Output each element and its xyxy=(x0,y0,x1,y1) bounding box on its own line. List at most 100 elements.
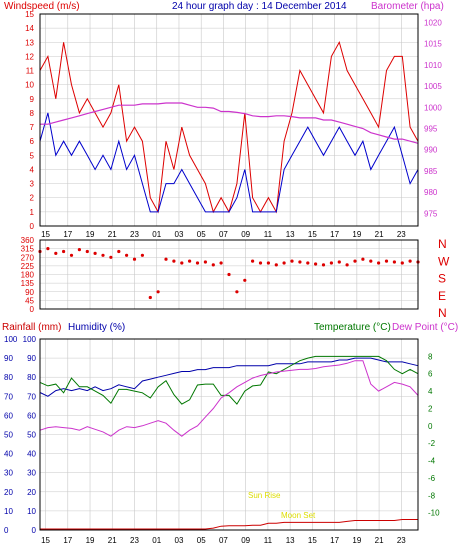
p2-point-16 xyxy=(164,257,168,261)
p3-ytick-left-b-50: 50 xyxy=(27,431,36,440)
p3-ytick-right-0: 0 xyxy=(428,422,433,431)
p2-point-22 xyxy=(211,263,215,267)
p1-ytick-right-975: 975 xyxy=(424,209,438,218)
rainfall-title: Rainfall (mm) xyxy=(2,322,61,333)
p2-point-4 xyxy=(69,253,74,257)
moon-set-label: Moon Set xyxy=(281,511,316,520)
p2-point-35 xyxy=(314,262,318,266)
p3-series-humidity xyxy=(39,357,419,397)
p2-point-2 xyxy=(54,251,58,255)
wind-barometer-panel: 0123456789101112131415975980985990995100… xyxy=(25,10,442,239)
p1-ytick-left-3: 3 xyxy=(30,180,35,189)
date-title: 24 hour graph day : 14 December 2014 xyxy=(172,1,347,12)
p2-point-45 xyxy=(392,260,396,264)
p1-xtick-11-10: 11 xyxy=(264,230,273,239)
p3-xtick-07-8: 07 xyxy=(219,536,228,545)
p1-ytick-left-2: 2 xyxy=(30,194,35,203)
p2-point-25 xyxy=(235,290,239,294)
p2-point-14 xyxy=(148,295,152,300)
p2-point-5 xyxy=(77,248,81,252)
p2-point-40 xyxy=(353,259,357,263)
p1-ytick-left-14: 14 xyxy=(25,24,34,33)
p1-ytick-left-12: 12 xyxy=(25,52,34,61)
p2-point-1 xyxy=(46,247,50,251)
p1-ytick-left-1: 1 xyxy=(30,208,35,217)
p3-ytick-left-a-20: 20 xyxy=(4,488,13,497)
p3-ytick-left-a-0: 0 xyxy=(4,526,9,535)
p2-point-39 xyxy=(345,263,349,267)
p1-ytick-left-13: 13 xyxy=(25,38,34,47)
p1-ytick-right-1005: 1005 xyxy=(424,82,442,91)
p2-compass-N-0: N xyxy=(438,237,447,251)
p3-ytick-left-b-60: 60 xyxy=(27,411,36,420)
p2-point-32 xyxy=(290,259,294,263)
p2-point-7 xyxy=(93,251,97,255)
p1-xtick-23-4: 23 xyxy=(130,230,139,239)
p3-ytick-left-b-30: 30 xyxy=(27,469,36,478)
p3-ytick-left-a-100: 100 xyxy=(4,335,18,344)
p1-ytick-right-995: 995 xyxy=(424,124,438,133)
p2-point-36 xyxy=(321,263,326,267)
dewpoint-title: Dew Point (°C) xyxy=(392,322,458,333)
p1-xtick-23-16: 23 xyxy=(397,230,406,239)
p3-ytick-left-a-60: 60 xyxy=(4,411,13,420)
p1-xtick-09-9: 09 xyxy=(241,230,250,239)
p3-xtick-13-11: 13 xyxy=(286,536,295,545)
p3-ytick-left-a-10: 10 xyxy=(4,507,13,516)
barometer-title: Barometer (hpa) xyxy=(371,1,444,12)
p2-point-9 xyxy=(109,255,113,259)
p2-ytick-90: 90 xyxy=(25,288,34,297)
temperature-title: Temperature (°C) xyxy=(314,322,391,333)
sun-rise-label: Sun Rise xyxy=(248,491,281,500)
p1-ytick-right-980: 980 xyxy=(424,188,438,197)
p2-ytick-135: 135 xyxy=(21,279,35,288)
p2-point-3 xyxy=(62,249,66,254)
p1-ytick-left-8: 8 xyxy=(30,109,35,118)
p1-xtick-17-13: 17 xyxy=(330,230,339,239)
p3-ytick-left-b-20: 20 xyxy=(27,488,36,497)
p2-ytick-360: 360 xyxy=(21,236,35,245)
p3-ytick-right-6: 6 xyxy=(428,370,433,379)
p2-point-43 xyxy=(377,261,381,265)
p3-xtick-21-3: 21 xyxy=(108,536,117,545)
p1-xtick-15-12: 15 xyxy=(308,230,317,239)
p1-ytick-right-1000: 1000 xyxy=(424,103,442,112)
p3-frame xyxy=(39,338,419,531)
p3-xtick-23-16: 23 xyxy=(397,536,406,545)
p2-point-15 xyxy=(156,290,160,294)
p2-point-37 xyxy=(329,261,333,265)
p2-point-30 xyxy=(274,263,278,267)
p2-frame xyxy=(39,239,419,310)
p1-series-windspeed-average xyxy=(39,112,419,213)
p3-ytick-left-b-70: 70 xyxy=(27,392,36,401)
p3-xtick-09-9: 09 xyxy=(241,536,250,545)
p2-point-28 xyxy=(258,261,263,265)
p2-point-34 xyxy=(306,261,310,265)
p1-xtick-01-5: 01 xyxy=(152,230,161,239)
p2-point-20 xyxy=(195,261,200,265)
p2-compass-S-2: S xyxy=(438,272,446,286)
p1-ytick-left-11: 11 xyxy=(26,67,35,76)
p1-xtick-21-3: 21 xyxy=(108,230,117,239)
p1-ytick-right-1015: 1015 xyxy=(424,40,442,49)
p1-ytick-left-9: 9 xyxy=(30,95,35,104)
p3-ytick-right-8: 8 xyxy=(428,352,433,361)
p2-point-24 xyxy=(227,272,231,277)
p2-ytick-270: 270 xyxy=(21,253,35,262)
p3-ytick-left-a-70: 70 xyxy=(4,392,13,401)
p2-point-11 xyxy=(125,253,129,257)
p2-point-12 xyxy=(132,257,137,261)
p3-ytick-left-b-10: 10 xyxy=(27,507,36,516)
p1-ytick-left-7: 7 xyxy=(30,123,35,132)
p1-xtick-05-7: 05 xyxy=(197,230,206,239)
p1-ytick-right-990: 990 xyxy=(424,146,438,155)
p2-ytick-45: 45 xyxy=(25,296,34,305)
p2-point-41 xyxy=(361,257,365,261)
humidity-title: Humidity (%) xyxy=(68,322,125,333)
p3-ytick-right-2: 2 xyxy=(428,404,433,413)
p1-xtick-07-8: 07 xyxy=(219,230,228,239)
p1-ytick-left-10: 10 xyxy=(25,81,34,90)
p2-point-6 xyxy=(85,249,89,254)
p3-xtick-17-1: 17 xyxy=(63,536,72,545)
